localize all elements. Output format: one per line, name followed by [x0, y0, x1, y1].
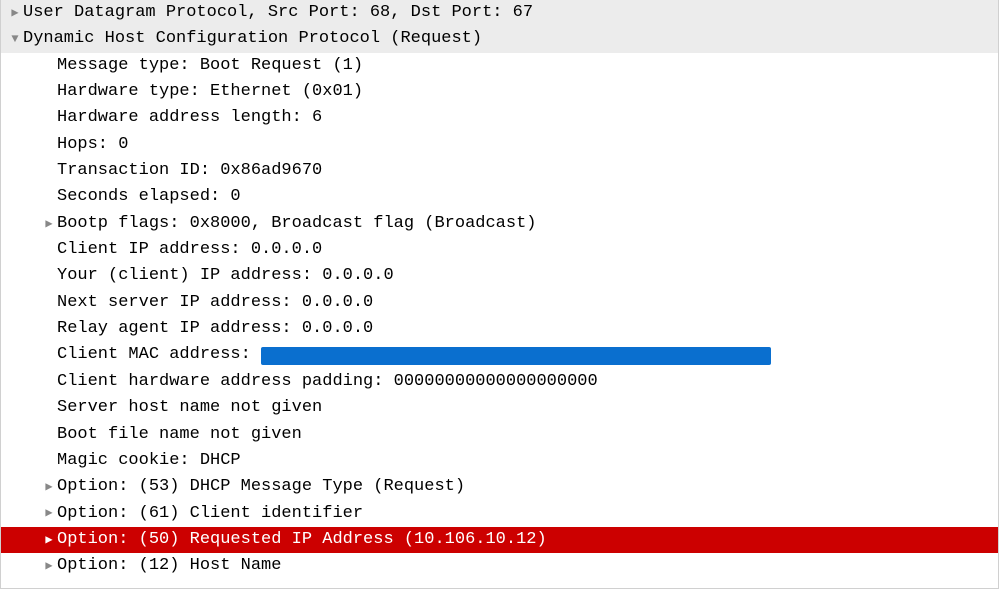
hw-addr-len-row[interactable]: Hardware address length: 6 — [1, 105, 998, 131]
hardware-type-row[interactable]: Hardware type: Ethernet (0x01) — [1, 79, 998, 105]
chevron-right-icon: ▶ — [41, 478, 57, 497]
hops-row[interactable]: Hops: 0 — [1, 132, 998, 158]
relay-ip-text: Relay agent IP address: 0.0.0.0 — [57, 316, 373, 342]
udp-header-text: User Datagram Protocol, Src Port: 68, Ds… — [23, 0, 533, 26]
magic-cookie-text: Magic cookie: DHCP — [57, 448, 241, 474]
option-50-row[interactable]: ▶ Option: (50) Requested IP Address (10.… — [1, 527, 998, 553]
next-server-ip-text: Next server IP address: 0.0.0.0 — [57, 290, 373, 316]
client-ip-row[interactable]: Client IP address: 0.0.0.0 — [1, 237, 998, 263]
txn-id-text: Transaction ID: 0x86ad9670 — [57, 158, 322, 184]
chevron-down-icon: ▼ — [7, 30, 23, 49]
option-50-text: Option: (50) Requested IP Address (10.10… — [57, 527, 547, 553]
chevron-right-icon: ▶ — [41, 557, 57, 576]
message-type-text: Message type: Boot Request (1) — [57, 53, 363, 79]
option-61-row[interactable]: ▶ Option: (61) Client identifier — [1, 501, 998, 527]
dhcp-header-text: Dynamic Host Configuration Protocol (Req… — [23, 26, 482, 52]
chevron-right-icon: ▶ — [41, 504, 57, 523]
option-61-text: Option: (61) Client identifier — [57, 501, 363, 527]
server-host-row[interactable]: Server host name not given — [1, 395, 998, 421]
hops-text: Hops: 0 — [57, 132, 128, 158]
chevron-right-icon: ▶ — [7, 4, 23, 23]
option-53-text: Option: (53) DHCP Message Type (Request) — [57, 474, 465, 500]
hardware-type-text: Hardware type: Ethernet (0x01) — [57, 79, 363, 105]
your-ip-row[interactable]: Your (client) IP address: 0.0.0.0 — [1, 263, 998, 289]
udp-header-row[interactable]: ▶ User Datagram Protocol, Src Port: 68, … — [1, 0, 998, 26]
bootp-flags-text: Bootp flags: 0x8000, Broadcast flag (Bro… — [57, 211, 536, 237]
seconds-row[interactable]: Seconds elapsed: 0 — [1, 184, 998, 210]
next-server-ip-row[interactable]: Next server IP address: 0.0.0.0 — [1, 290, 998, 316]
hw-padding-text: Client hardware address padding: 0000000… — [57, 369, 598, 395]
client-mac-row[interactable]: Client MAC address: — [1, 342, 998, 368]
seconds-text: Seconds elapsed: 0 — [57, 184, 241, 210]
client-ip-text: Client IP address: 0.0.0.0 — [57, 237, 322, 263]
option-12-text: Option: (12) Host Name — [57, 553, 281, 579]
redacted-mac — [261, 347, 771, 365]
hw-padding-row[interactable]: Client hardware address padding: 0000000… — [1, 369, 998, 395]
message-type-row[interactable]: Message type: Boot Request (1) — [1, 53, 998, 79]
chevron-right-icon: ▶ — [41, 531, 57, 550]
option-53-row[interactable]: ▶ Option: (53) DHCP Message Type (Reques… — [1, 474, 998, 500]
dhcp-header-row[interactable]: ▼ Dynamic Host Configuration Protocol (R… — [1, 26, 998, 52]
server-host-text: Server host name not given — [57, 395, 322, 421]
txn-id-row[interactable]: Transaction ID: 0x86ad9670 — [1, 158, 998, 184]
your-ip-text: Your (client) IP address: 0.0.0.0 — [57, 263, 394, 289]
client-mac-label: Client MAC address: — [57, 342, 261, 368]
option-12-row[interactable]: ▶ Option: (12) Host Name — [1, 553, 998, 579]
chevron-right-icon: ▶ — [41, 215, 57, 234]
magic-cookie-row[interactable]: Magic cookie: DHCP — [1, 448, 998, 474]
hw-addr-len-text: Hardware address length: 6 — [57, 105, 322, 131]
relay-ip-row[interactable]: Relay agent IP address: 0.0.0.0 — [1, 316, 998, 342]
boot-file-row[interactable]: Boot file name not given — [1, 422, 998, 448]
bootp-flags-row[interactable]: ▶ Bootp flags: 0x8000, Broadcast flag (B… — [1, 211, 998, 237]
boot-file-text: Boot file name not given — [57, 422, 302, 448]
